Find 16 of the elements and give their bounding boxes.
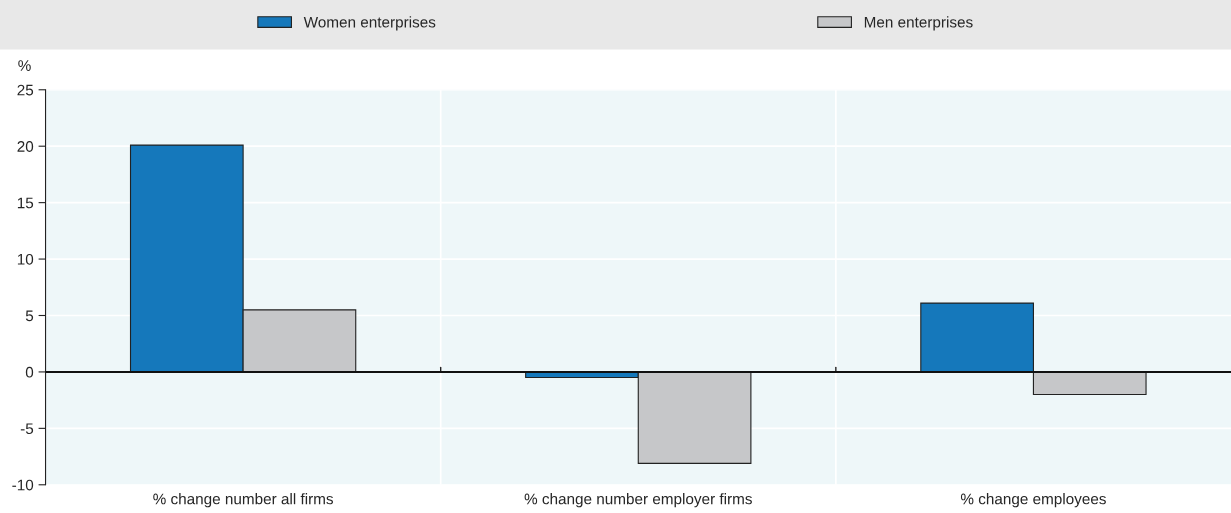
y-tick-label: 5: [25, 310, 34, 322]
x-tick-label: % change number all firms: [153, 493, 334, 508]
y-tick-label: -10: [12, 479, 34, 491]
legend-label: Women enterprises: [303, 16, 436, 31]
y-tick-label: 20: [17, 141, 34, 152]
y-tick-label: 10: [17, 253, 34, 265]
bar: [920, 302, 1034, 373]
y-tick-label: 15: [17, 197, 34, 209]
y-axis-title: %: [18, 60, 31, 71]
y-tick-label: 25: [17, 84, 34, 96]
x-tick-label: % change number employer firms: [524, 493, 752, 508]
legend-label: Men enterprises: [864, 16, 973, 31]
x-tick-label: % change employees: [960, 493, 1106, 508]
y-tick-label: -5: [20, 423, 34, 435]
y-tick-label: 0: [25, 366, 34, 378]
bar: [1032, 371, 1147, 396]
